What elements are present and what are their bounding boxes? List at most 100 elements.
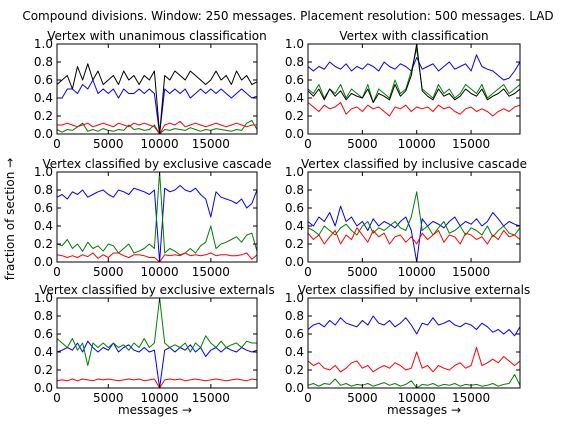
x-tick-label: 15000 xyxy=(452,137,490,151)
figure-title: Compound divisions. Window: 250 messages… xyxy=(22,9,553,23)
y-tick-label: 1.0 xyxy=(285,37,304,51)
subplot-title: Vertex classified by inclusive cascade xyxy=(301,157,527,171)
y-tick-label: 0.2 xyxy=(34,109,53,123)
axes-frame xyxy=(56,297,258,389)
series-line-red xyxy=(307,227,521,245)
x-tick-label: 15000 xyxy=(192,391,230,405)
series-line-red xyxy=(307,347,521,373)
x-tick-label: 5000 xyxy=(93,391,124,405)
y-tick-label: 0.0 xyxy=(34,127,53,141)
x-tick-label: 15000 xyxy=(452,391,490,405)
y-tick-label: 1.0 xyxy=(34,165,53,179)
y-tick-label: 0.0 xyxy=(34,255,53,269)
x-tick-label: 15000 xyxy=(452,265,490,279)
y-tick-label: 0.6 xyxy=(285,201,304,215)
axes-frame xyxy=(56,43,258,135)
figure-xlabel-right: messages → xyxy=(387,403,461,417)
series-line-blue xyxy=(307,315,521,337)
x-tick-label: 10000 xyxy=(398,265,436,279)
x-tick-label: 0 xyxy=(304,265,312,279)
series-line-red xyxy=(57,120,257,135)
y-tick-label: 0.8 xyxy=(34,309,53,323)
x-tick-label: 0 xyxy=(304,137,312,151)
y-tick-label: 0.2 xyxy=(34,363,53,377)
y-tick-label: 0.0 xyxy=(285,255,304,269)
series-line-black xyxy=(56,63,258,135)
y-tick-label: 0.2 xyxy=(285,363,304,377)
series-line-green xyxy=(307,374,521,389)
y-tick-label: 0.4 xyxy=(285,345,304,359)
y-tick-label: 0.2 xyxy=(285,109,304,123)
y-tick-label: 1.0 xyxy=(34,291,53,305)
subplot-grid: 0 5000 10000 150000.00.20.40.60.81.0Vertex … xyxy=(34,29,530,405)
series-line-blue xyxy=(56,340,258,389)
y-tick-label: 0.8 xyxy=(285,183,304,197)
axes-frame xyxy=(307,43,521,135)
subplot-title: Vertex classified by exclusive externals xyxy=(39,283,275,297)
subplot-2: 0 5000 10000 15000 0.0 0.2 0.4 0.6 0.8 1.0 Vertex … xyxy=(285,29,521,151)
plot-area xyxy=(57,298,257,388)
y-tick-label: 0.4 xyxy=(285,219,304,233)
x-tick-label: 10000 xyxy=(398,391,436,405)
x-tick-label: 15000 xyxy=(192,137,230,151)
y-tick-label: 0.2 xyxy=(285,237,304,251)
y-tick-label: 0.8 xyxy=(285,309,304,323)
x-tick-label: 0 xyxy=(304,391,312,405)
x-tick-label: 10000 xyxy=(140,137,178,151)
subplot-title: Vertex with unanimous classification xyxy=(47,29,267,43)
x-tick-label: 10000 xyxy=(140,265,178,279)
x-tick-label: 5000 xyxy=(93,265,124,279)
series-line-green xyxy=(56,171,258,256)
y-tick-label: 0.4 xyxy=(34,219,53,233)
y-tick-label: 0.6 xyxy=(285,73,304,87)
x-tick-label: 5000 xyxy=(347,137,378,151)
subplot-1: 0 5000 10000 15000 0.0 0.2 0.4 0.6 0.8 1.0Vertex … xyxy=(34,29,267,151)
x-tick-label: 0 xyxy=(53,137,61,151)
y-tick-label: 0.6 xyxy=(34,327,53,341)
subplot-5: 0 5000 10000 15000 0.0 0.2 0.4 0.6 0.8 1.0Vertex … xyxy=(34,283,275,405)
y-tick-label: 0.6 xyxy=(34,201,53,215)
series-line-red xyxy=(307,102,521,117)
y-tick-label: 1.0 xyxy=(285,291,304,305)
series-line-green xyxy=(56,297,257,366)
subplot-4: 0 5000 10000 15000 0.0 0.2 0.4 0.6 0.8 1.0Vertex … xyxy=(285,157,527,279)
y-tick-label: 0.8 xyxy=(34,55,53,69)
figure-ylabel: fraction of section → xyxy=(3,158,17,280)
series-line-green xyxy=(307,191,521,238)
plot-area xyxy=(57,44,257,134)
y-tick-label: 0.0 xyxy=(285,127,304,141)
subplot-title: Vertex with classification xyxy=(339,29,488,43)
series-line-blue xyxy=(307,205,521,263)
y-tick-label: 0.2 xyxy=(34,237,53,251)
axes-frame xyxy=(307,171,521,263)
series-line-blue xyxy=(56,185,258,263)
y-tick-label: 1.0 xyxy=(34,37,53,51)
series-line-blue xyxy=(307,54,521,81)
series-line-black xyxy=(307,43,521,103)
plot-area xyxy=(308,298,520,388)
axes-frame xyxy=(307,297,521,389)
x-tick-label: 10000 xyxy=(398,137,436,151)
subplot-title: Vertex classified by exclusive cascade xyxy=(42,157,271,171)
figure-xlabel-left: messages → xyxy=(118,403,192,417)
y-tick-label: 0.4 xyxy=(34,345,53,359)
series-line-green xyxy=(56,120,258,135)
y-tick-label: 0.0 xyxy=(285,381,304,395)
x-tick-label: 0 xyxy=(53,391,61,405)
x-tick-label: 5000 xyxy=(347,265,378,279)
series-line-red xyxy=(56,252,258,263)
axes-frame xyxy=(56,171,258,263)
y-tick-label: 0.8 xyxy=(285,55,304,69)
subplot-6: 0 5000 10000 15000 0.0 0.2 0.4 0.6 0.8 1.0Vertex … xyxy=(285,283,530,405)
y-tick-label: 0.4 xyxy=(285,91,304,105)
y-tick-label: 0.6 xyxy=(285,327,304,341)
x-tick-label: 15000 xyxy=(192,265,230,279)
y-tick-label: 1.0 xyxy=(285,165,304,179)
subplot-title: Vertex classified by inclusive externals xyxy=(298,283,530,297)
series-line-red xyxy=(56,378,258,389)
subplot-3: 0 5000 10000 15000 0.0 0.2 0.4 0.6 0.8 1.0Vertex … xyxy=(34,157,272,279)
x-tick-label: 0 xyxy=(53,265,61,279)
y-tick-label: 0.4 xyxy=(34,91,53,105)
y-tick-label: 0.0 xyxy=(34,381,53,395)
